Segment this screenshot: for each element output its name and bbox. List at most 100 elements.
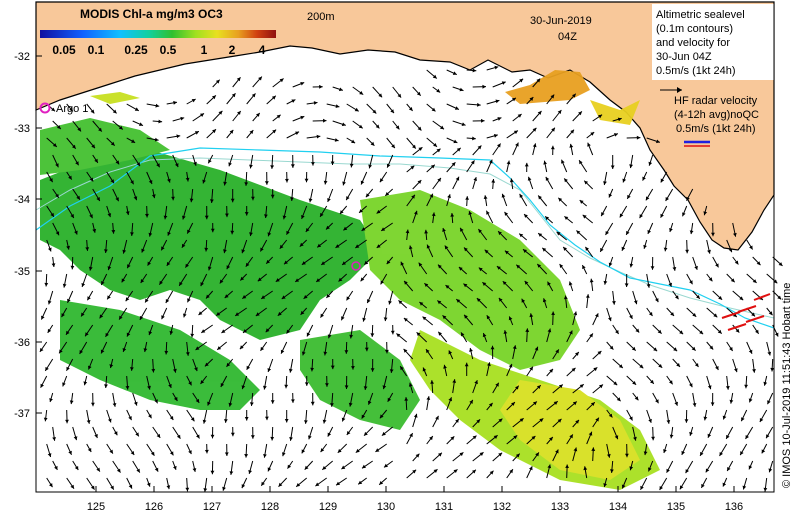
velocity-arrowhead bbox=[455, 418, 459, 423]
velocity-arrowhead bbox=[459, 87, 464, 92]
velocity-arrowhead bbox=[222, 486, 226, 491]
altimetry-velocity-arrows bbox=[39, 65, 783, 492]
velocity-arrowhead bbox=[486, 210, 490, 215]
velocity-arrowhead bbox=[748, 398, 753, 403]
velocity-arrowhead bbox=[730, 278, 735, 283]
velocity-arrowhead bbox=[383, 317, 388, 322]
velocity-arrowhead bbox=[185, 177, 190, 182]
velocity-arrowhead bbox=[416, 332, 421, 337]
velocity-arrowhead bbox=[200, 113, 204, 117]
velocity-arrowhead bbox=[278, 482, 283, 487]
velocity-arrowhead bbox=[224, 419, 228, 423]
velocity-arrowhead bbox=[673, 347, 678, 352]
velocity-arrowhead bbox=[433, 143, 437, 147]
velocity-arrowhead bbox=[70, 484, 74, 489]
velocity-arrowhead bbox=[376, 244, 381, 248]
velocity-arrowhead bbox=[151, 368, 156, 373]
velocity-arrowhead bbox=[187, 298, 191, 303]
velocity-arrowhead bbox=[226, 265, 231, 270]
velocity-arrowhead bbox=[523, 249, 527, 253]
velocity-arrowhead bbox=[76, 195, 80, 200]
velocity-arrowhead bbox=[161, 315, 165, 320]
velocity-arrowhead bbox=[519, 78, 524, 83]
velocity-arrowhead bbox=[370, 141, 375, 146]
y-tick-label: -34 bbox=[14, 194, 30, 206]
velocity-arrowhead bbox=[458, 267, 463, 271]
velocity-arrowhead bbox=[154, 399, 158, 404]
svg-text:30-Jun 04Z: 30-Jun 04Z bbox=[656, 51, 712, 63]
velocity-arrowhead bbox=[183, 313, 187, 318]
velocity-arrowhead bbox=[632, 381, 637, 385]
velocity-arrowhead bbox=[87, 448, 92, 452]
velocity-arrowhead bbox=[130, 367, 134, 371]
velocity-arrowhead bbox=[223, 181, 227, 186]
velocity-arrowhead bbox=[43, 417, 48, 422]
velocity-arrowhead bbox=[341, 122, 346, 127]
velocity-arrowhead bbox=[276, 114, 281, 119]
x-tick-label: 129 bbox=[319, 501, 337, 513]
velocity-arrowhead bbox=[208, 159, 212, 164]
velocity-arrowhead bbox=[88, 266, 93, 271]
velocity-arrowhead bbox=[584, 180, 589, 185]
velocity-arrowhead bbox=[497, 143, 501, 148]
velocity-arrowhead bbox=[335, 104, 340, 108]
velocity-arrowhead bbox=[221, 329, 226, 333]
velocity-arrowhead bbox=[469, 348, 473, 352]
velocity-arrowhead bbox=[284, 419, 289, 423]
velocity-arrowhead bbox=[131, 139, 136, 143]
velocity-arrowhead bbox=[206, 294, 210, 299]
velocity-arrowhead bbox=[451, 162, 456, 167]
velocity-arrowhead bbox=[304, 420, 308, 424]
velocity-arrowhead bbox=[327, 198, 331, 202]
velocity-arrowhead bbox=[740, 451, 744, 456]
velocity-arrowhead bbox=[154, 467, 159, 472]
velocity-arrowhead bbox=[73, 436, 78, 441]
velocity-arrowhead bbox=[438, 331, 442, 336]
velocity-arrowhead bbox=[51, 107, 55, 112]
velocity-arrowhead bbox=[190, 333, 195, 338]
velocity-arrowhead bbox=[450, 213, 455, 217]
velocity-arrowhead bbox=[338, 87, 343, 92]
velocity-arrowhead bbox=[512, 345, 517, 350]
velocity-arrowhead bbox=[185, 263, 189, 268]
map-border bbox=[35, 1, 775, 493]
svg-text:0.5m/s (1kt 24h): 0.5m/s (1kt 24h) bbox=[656, 65, 735, 77]
velocity-arrowhead bbox=[590, 402, 595, 406]
velocity-arrowhead bbox=[621, 484, 626, 489]
velocity-arrowhead bbox=[244, 212, 249, 216]
velocity-arrowhead bbox=[85, 332, 89, 337]
velocity-arrowhead bbox=[694, 363, 699, 367]
velocity-arrowhead bbox=[633, 436, 637, 441]
velocity-arrowhead bbox=[405, 229, 410, 234]
velocity-arrowhead bbox=[135, 432, 139, 437]
velocity-arrowhead bbox=[558, 384, 563, 389]
colorbar-tick-label: 0.5 bbox=[160, 43, 177, 57]
velocity-arrowhead bbox=[689, 431, 693, 436]
velocity-arrowhead bbox=[547, 281, 551, 286]
velocity-arrowhead bbox=[422, 367, 427, 372]
velocity-arrowhead bbox=[608, 262, 613, 267]
velocity-arrowhead bbox=[139, 315, 144, 320]
velocity-arrowhead bbox=[755, 329, 759, 334]
velocity-arrowhead bbox=[440, 125, 444, 130]
colorbar-gradient bbox=[40, 30, 276, 38]
velocity-arrowhead bbox=[487, 362, 491, 367]
velocity-arrowhead bbox=[692, 313, 697, 317]
velocity-arrowhead bbox=[303, 295, 308, 299]
velocity-arrowhead bbox=[326, 225, 330, 230]
velocity-arrowhead bbox=[173, 100, 177, 105]
velocity-arrowhead bbox=[343, 226, 348, 231]
velocity-arrowhead bbox=[578, 111, 582, 116]
velocity-arrowhead bbox=[742, 485, 747, 490]
velocity-arrowhead bbox=[601, 212, 605, 217]
velocity-arrowhead bbox=[359, 91, 364, 95]
velocity-arrowhead bbox=[310, 401, 315, 406]
velocity-arrowhead bbox=[412, 469, 417, 474]
velocity-arrowhead bbox=[412, 144, 416, 149]
velocity-arrowhead bbox=[139, 122, 143, 126]
velocity-arrowhead bbox=[380, 280, 384, 285]
velocity-arrowhead bbox=[550, 145, 555, 150]
velocity-arrowhead bbox=[559, 264, 564, 268]
velocity-arrowhead bbox=[249, 402, 254, 406]
velocity-arrowhead bbox=[229, 129, 234, 134]
